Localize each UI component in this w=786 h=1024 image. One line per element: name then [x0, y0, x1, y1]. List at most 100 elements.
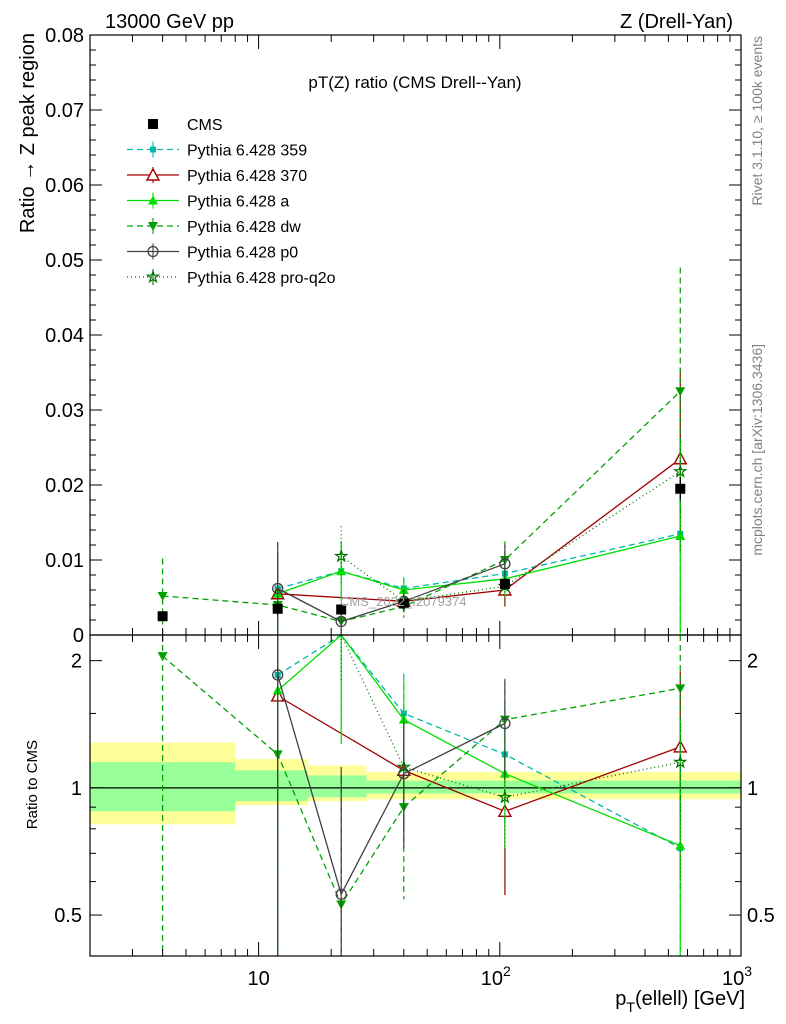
cms-data — [157, 477, 686, 622]
main-ytick-label-0: 0 — [73, 625, 84, 647]
ratio-ytick-label-0: 0.5 — [54, 905, 82, 927]
series-4-ratio-point-2 — [335, 888, 347, 900]
series-3-line — [162, 390, 681, 623]
ratio-bands — [90, 742, 741, 825]
ratio-ytick-label-right-1: 1 — [747, 778, 758, 800]
cms-point-4 — [499, 579, 510, 589]
series-5-point-2 — [333, 548, 349, 563]
chart-title-text: pT(Z) ratio (CMS Drell--Yan) — [308, 73, 521, 92]
series-2-ratio-point-5 — [675, 840, 686, 850]
main-plot — [157, 267, 688, 635]
legend-label-3: Pythia 6.428 dw — [187, 219, 301, 236]
series-2-point-3 — [398, 585, 409, 594]
side-label-mcplots: mcplots.cern.ch [arXiv:1306.3436] — [749, 344, 765, 556]
xtick-label-2: 103 — [722, 963, 752, 990]
series-1-line — [277, 458, 681, 602]
main-ytick-label-8: 0.08 — [45, 25, 84, 47]
series-4-ratio-line — [277, 674, 506, 897]
legend-label-4: Pythia 6.428 p0 — [187, 245, 298, 262]
series-0-ratio-line — [277, 634, 681, 849]
main-ytick-label-3: 0.03 — [45, 400, 84, 422]
xtick-label-1: 102 — [481, 963, 511, 990]
legend-marker-3 — [148, 222, 158, 231]
series-0-main — [274, 436, 684, 635]
series-5-ratio-point-4 — [497, 789, 513, 804]
ratio-ytick-label-2: 2 — [71, 651, 82, 673]
legend-marker-0 — [150, 146, 156, 153]
main-ytick-label-1: 0.01 — [45, 550, 84, 572]
legend-label-0: Pythia 6.428 359 — [187, 143, 307, 160]
legend-label-5: Pythia 6.428 pro-q2o — [187, 270, 336, 287]
cms-point-3 — [398, 598, 409, 609]
cms-point-0 — [157, 611, 168, 622]
series-4-main — [272, 542, 511, 635]
watermark: CMS_2022_I2079374 — [340, 594, 467, 609]
xlabel-p: p — [615, 988, 626, 1010]
series-5-ratio — [340, 634, 688, 892]
series-3-main — [157, 267, 686, 635]
main-ytick-label-7: 0.07 — [45, 100, 84, 122]
band-inner-2 — [307, 775, 367, 798]
series-2-line — [277, 535, 681, 595]
xtick-label-0: 10 — [247, 968, 269, 990]
band-inner-1 — [235, 770, 308, 802]
cms-point-5 — [675, 483, 686, 494]
xlabel-rest: (ellell) [GeV] — [635, 988, 745, 1010]
series-3-point-0 — [157, 592, 168, 601]
ratio-plot — [157, 634, 688, 956]
xlabel-sub: T — [626, 999, 635, 1015]
header-right: Z (Drell-Yan) — [620, 11, 733, 33]
ratio-frame — [89, 634, 742, 957]
series-4-point-1 — [272, 582, 284, 595]
header-left: 13000 GeV pp — [105, 11, 234, 33]
main-ytick-label-5: 0.05 — [45, 250, 84, 272]
series-5-point-5 — [673, 463, 688, 478]
legend-marker-4 — [147, 245, 159, 258]
legend-label-2: Pythia 6.428 a — [187, 194, 289, 211]
cms-point-1 — [272, 603, 283, 614]
series-1-main — [270, 368, 688, 635]
xtick-exp: 3 — [744, 963, 752, 979]
ratio-ylabel: Ratio to CMS — [24, 740, 41, 829]
series-3-ratio-point-5 — [675, 684, 686, 694]
side-label-rivet: Rivet 3.1.10, ≥ 100k events — [749, 36, 765, 206]
main-ytick-label-4: 0.04 — [45, 325, 84, 347]
series-4-ratio-point-4 — [499, 717, 511, 730]
xtick-base: 10 — [722, 968, 744, 990]
series-5-main — [333, 389, 688, 613]
main-ytick-label-6: 0.06 — [45, 175, 84, 197]
series-3-ratio-line — [162, 655, 681, 906]
main-ylabel: Ratio → Z peak region — [17, 33, 39, 233]
legend-marker-1 — [145, 167, 161, 181]
series-3-ratio-point-0 — [157, 652, 168, 662]
xlabel: pT(ellell) [GeV] — [615, 988, 745, 1015]
ratio-ytick-label-right-0: 0.5 — [747, 905, 775, 927]
series-5-line — [340, 470, 681, 602]
legend-marker-2 — [148, 195, 158, 205]
legend-label-cms: CMS — [187, 117, 223, 134]
series-4-ratio-point-1 — [272, 669, 284, 681]
legend-marker-5 — [145, 269, 161, 284]
legend: CMS Pythia 6.428 359 Pythia 6.428 370 Pythi… — [127, 117, 336, 287]
series-5-ratio-point-5 — [673, 754, 688, 769]
series-4-point-2 — [335, 615, 347, 628]
ratio-ytick-label-1: 1 — [71, 778, 82, 800]
series-2-ratio-line — [277, 634, 681, 847]
series-3-point-5 — [675, 387, 686, 397]
series-2-main — [272, 438, 686, 635]
chart-title: pT(Z) ratio (CMS Drell--Yan) — [308, 73, 521, 92]
series-5-ratio-point-3 — [396, 759, 412, 774]
axes: 0 0.01 0.02 0.03 0.04 0.05 0.06 0.07 0.08 0.5 0.5 1… — [45, 25, 775, 990]
series-4-point-4 — [499, 558, 511, 570]
xtick-base: 10 — [481, 968, 503, 990]
ratio-ytick-label-right-2: 2 — [747, 651, 758, 673]
series-4-ratio — [272, 635, 511, 956]
cms-point-2 — [336, 604, 347, 615]
legend-label-1: Pythia 6.428 370 — [187, 168, 307, 185]
series-4-line — [277, 563, 506, 623]
legend-marker-cms — [148, 119, 158, 129]
xtick-exp: 2 — [503, 963, 511, 979]
series-2-point-5 — [675, 531, 686, 540]
main-ytick-label-2: 0.02 — [45, 475, 84, 497]
